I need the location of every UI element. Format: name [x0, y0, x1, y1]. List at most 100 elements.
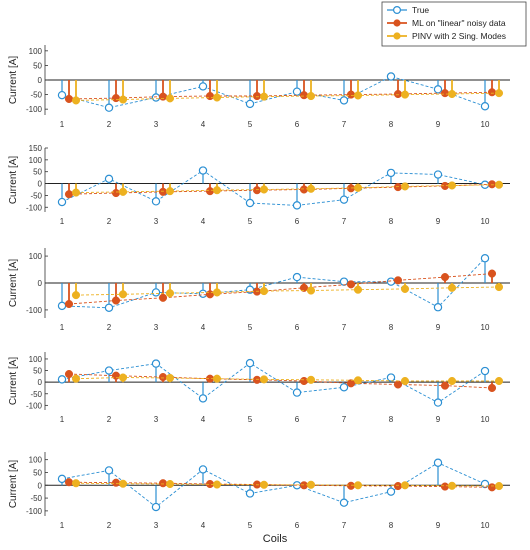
x-tick-label: 5 — [248, 217, 253, 226]
series-1 — [57, 458, 490, 512]
stem-marker — [71, 96, 81, 105]
x-tick-label: 10 — [481, 323, 490, 332]
x-tick-label: 3 — [154, 521, 159, 530]
stem-marker — [339, 383, 349, 392]
stem-marker — [400, 90, 410, 99]
series-dashed-line — [68, 273, 493, 305]
stem-marker — [299, 283, 309, 292]
series-dashed-line — [61, 462, 486, 508]
series-dashed-line — [75, 377, 499, 382]
x-tick-label: 1 — [60, 323, 65, 332]
series-dashed-line — [75, 92, 500, 101]
x-tick-label: 3 — [154, 120, 159, 129]
x-tick-label: 5 — [248, 120, 253, 129]
x-tick-label: 9 — [436, 217, 441, 226]
stem-marker — [71, 188, 81, 197]
stem-marker — [165, 187, 175, 196]
series-1 — [57, 72, 490, 112]
y-tick-label: -50 — [30, 91, 42, 100]
stem-marker — [212, 374, 222, 383]
stem-marker — [353, 481, 363, 490]
series-2 — [64, 180, 497, 199]
stem-marker — [71, 291, 81, 300]
y-tick-label: 0 — [38, 481, 43, 490]
stem-marker — [165, 94, 175, 103]
x-tick-label: 4 — [201, 323, 206, 332]
stem-marker — [339, 277, 349, 286]
stem-marker — [111, 296, 121, 305]
x-tick-label: 8 — [389, 415, 394, 424]
stem-marker — [480, 479, 490, 489]
x-tick-label: 4 — [201, 415, 206, 424]
stem-marker — [494, 282, 504, 292]
stem-marker — [165, 373, 175, 383]
legend-entry-label: ML on "linear" noisy data — [412, 18, 506, 28]
stem-marker — [433, 458, 443, 467]
x-tick-label: 3 — [154, 415, 159, 424]
stem-marker — [487, 269, 497, 278]
legend-marker — [393, 32, 401, 40]
stem-marker — [487, 88, 497, 97]
stem-marker — [198, 394, 208, 403]
stem-marker — [104, 303, 114, 312]
stem-marker — [299, 91, 309, 100]
stem-marker — [480, 366, 490, 376]
stem-marker — [480, 254, 490, 263]
y-tick-label: 100 — [29, 456, 43, 465]
stem-marker — [71, 479, 81, 488]
stem-marker — [165, 479, 175, 489]
x-tick-label: 6 — [295, 521, 300, 530]
stem-marker — [245, 489, 255, 498]
stem-marker — [71, 374, 81, 383]
series-1 — [57, 166, 490, 210]
series-dashed-line — [68, 373, 493, 389]
stem-marker — [57, 474, 67, 484]
stem-marker — [433, 170, 443, 179]
y-axis-label: Current [A] — [8, 357, 19, 406]
x-tick-label: 3 — [154, 217, 159, 226]
x-tick-label: 1 — [60, 217, 65, 226]
stem-marker — [400, 284, 410, 293]
x-tick-label: 5 — [248, 415, 253, 424]
series-1 — [57, 358, 490, 407]
x-tick-label: 2 — [107, 521, 112, 530]
stem-marker — [400, 376, 410, 386]
stem-marker — [252, 186, 262, 195]
stem-marker — [400, 182, 410, 191]
stem-marker — [205, 187, 215, 196]
x-tick-label: 2 — [107, 120, 112, 129]
stem-marker — [111, 371, 121, 380]
y-tick-label: 0 — [38, 180, 43, 189]
stem-marker — [64, 478, 74, 487]
series-3 — [71, 479, 504, 491]
panel-1: -100 -50 0 50 100 Current [A] 1 2 3 4 5 6 7 8 9 10 — [8, 45, 510, 129]
y-axis-label: Current [A] — [8, 460, 19, 509]
stem-marker — [57, 90, 67, 100]
series-2 — [64, 478, 497, 492]
stem-marker — [198, 289, 208, 298]
stem-marker — [447, 181, 457, 190]
x-tick-label: 8 — [389, 120, 394, 129]
stem-marker — [158, 479, 168, 488]
stem-marker — [353, 285, 363, 294]
y-tick-label: -100 — [26, 105, 43, 114]
stem-marker — [104, 174, 114, 184]
y-tick-label: -50 — [30, 494, 42, 503]
stem-marker — [259, 92, 269, 101]
x-tick-label: 2 — [107, 415, 112, 424]
stem-marker — [306, 480, 316, 489]
stem-marker — [158, 373, 168, 382]
stem-marker — [494, 180, 504, 189]
stem-marker — [299, 481, 309, 490]
stem-marker — [353, 376, 363, 385]
y-tick-label: 150 — [29, 144, 43, 153]
stem-marker — [487, 383, 497, 393]
x-tick-label: 4 — [201, 521, 206, 530]
stem-marker — [198, 465, 208, 474]
panel-2: -100 -50 0 50 100 150 Current [A] 1 2 3 4 5 6 7 8 9 10 — [8, 144, 510, 226]
series-dashed-line — [61, 76, 486, 109]
stem-marker — [494, 376, 504, 386]
stem-marker — [306, 184, 316, 193]
stem-marker — [245, 99, 255, 109]
